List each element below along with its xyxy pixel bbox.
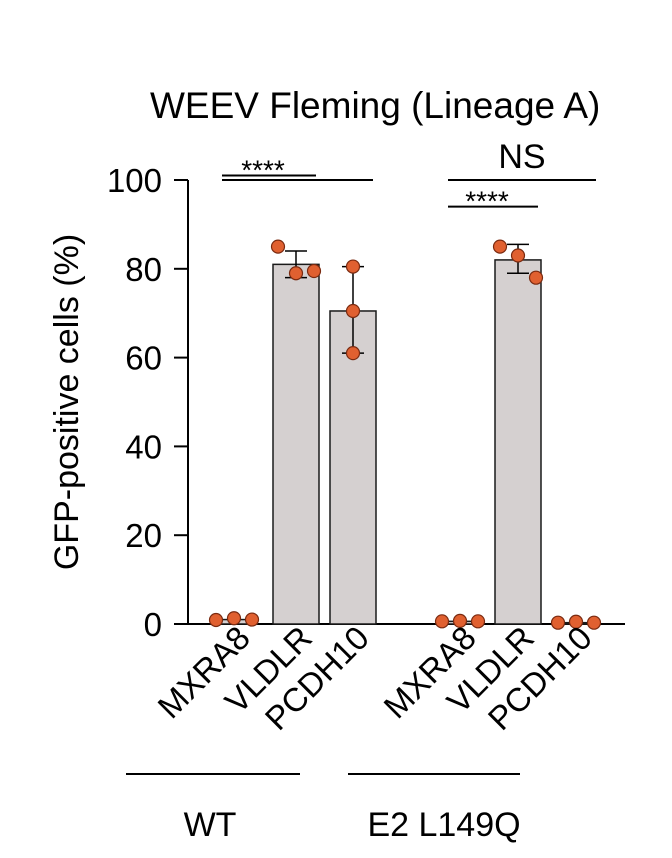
data-point bbox=[434, 614, 450, 629]
significance-annotations: **** NS**** bbox=[222, 138, 596, 217]
data-point bbox=[208, 612, 224, 628]
group-label: E2 L149Q bbox=[367, 806, 520, 844]
data-point bbox=[470, 614, 486, 629]
points-layer bbox=[208, 239, 602, 630]
significance-label: NS bbox=[498, 138, 545, 176]
data-point bbox=[510, 248, 526, 263]
data-point bbox=[288, 266, 304, 281]
y-tick-label: 60 bbox=[125, 340, 162, 377]
y-tick-label: 20 bbox=[125, 517, 162, 554]
y-tick-label: 40 bbox=[125, 428, 162, 465]
significance-label: **** bbox=[465, 186, 509, 217]
data-point bbox=[244, 612, 260, 627]
data-point bbox=[306, 263, 322, 279]
data-point bbox=[528, 270, 544, 285]
data-point bbox=[568, 614, 584, 629]
error-bars-layer bbox=[285, 243, 529, 354]
y-axis-label: GFP-positive cells (%) bbox=[48, 234, 86, 570]
y-ticks: 0 20 40 60 80 100 bbox=[107, 162, 188, 643]
bar bbox=[272, 263, 320, 625]
data-point bbox=[226, 611, 242, 626]
data-point bbox=[270, 239, 286, 254]
y-tick-label: 80 bbox=[125, 251, 162, 288]
y-tick-label: 0 bbox=[144, 606, 162, 643]
data-point bbox=[345, 303, 361, 319]
data-point bbox=[586, 615, 602, 630]
bars-layer bbox=[210, 259, 600, 625]
data-point bbox=[492, 239, 508, 254]
data-point bbox=[345, 259, 361, 274]
data-point bbox=[550, 615, 566, 630]
group-label: WT bbox=[184, 806, 237, 844]
data-point bbox=[345, 346, 361, 361]
chart-title: WEEV Fleming (Lineage A) bbox=[150, 85, 600, 126]
y-tick-label: 100 bbox=[107, 162, 162, 199]
data-point bbox=[452, 613, 468, 628]
group-labels: WT E2 L149Q bbox=[126, 773, 521, 844]
bar bbox=[494, 259, 542, 625]
